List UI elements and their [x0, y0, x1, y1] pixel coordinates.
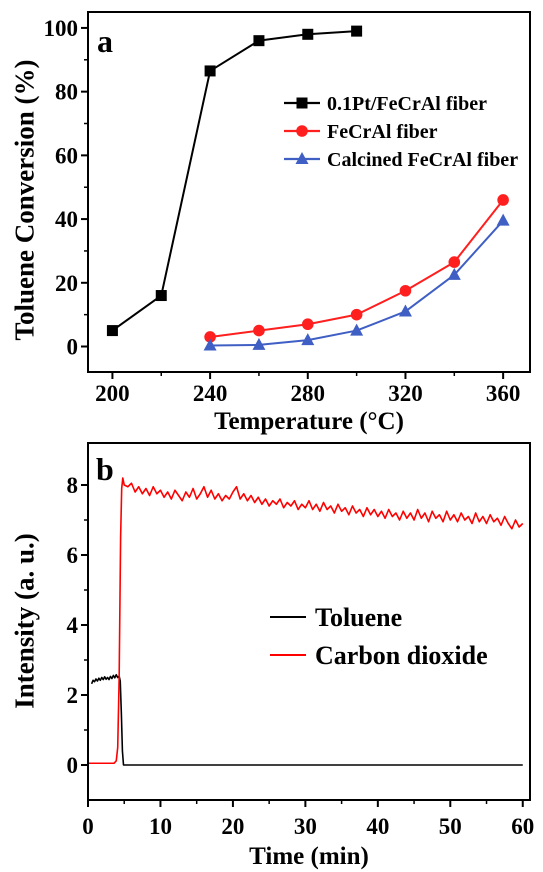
data-point-0-1pt-fecral-fiber [106, 325, 118, 337]
plot-frame [87, 442, 531, 801]
data-point-fecral-fiber [399, 284, 412, 297]
data-point-0-1pt-fecral-fiber [302, 28, 314, 40]
data-point-calcined-fecral-fiber [203, 338, 217, 351]
y-tick-label: 6 [67, 543, 79, 568]
y-tick-label: 4 [67, 613, 79, 638]
data-point-fecral-fiber [448, 256, 461, 268]
legend-label: Calcined FeCrAl fiber [327, 149, 518, 171]
data-point-0-1pt-fecral-fiber [204, 65, 216, 77]
legend-entry-toluene: Toluene [270, 603, 402, 632]
y-tick-label: 20 [55, 271, 78, 296]
legend: 0.1Pt/FeCrAl fiber FeCrAl fiber Calcined F… [284, 93, 518, 171]
data-point-calcined-fecral-fiber [398, 304, 412, 317]
panel-label: b [96, 451, 114, 487]
x-tick-label: 50 [439, 814, 462, 839]
y-tick-label: 0 [67, 753, 79, 778]
legend-marker [296, 97, 308, 109]
series-line-carbon-dioxide [88, 477, 524, 765]
x-tick-label: 280 [291, 381, 326, 406]
data-point-0-1pt-fecral-fiber [351, 25, 363, 37]
data-point-calcined-fecral-fiber [301, 333, 315, 346]
y-tick-label: 40 [55, 207, 78, 232]
legend-label: FeCrAl fiber [327, 121, 438, 143]
y-tick-label: 0 [67, 335, 79, 360]
legend: Toluene Carbon dioxide [270, 603, 488, 670]
data-point-fecral-fiber [253, 324, 265, 337]
x-tick-label: 240 [193, 381, 228, 406]
legend-marker [295, 152, 309, 164]
legend-entry-calcined-fecral-fiber: Calcined FeCrAl fiber [284, 149, 518, 171]
legend-label: Toluene [315, 603, 402, 632]
series-line-toluene [90, 673, 523, 766]
data-point-fecral-fiber [497, 194, 509, 206]
x-axis-label: Temperature (°C) [214, 408, 404, 435]
y-tick-label: 100 [44, 16, 79, 41]
data-point-0-1pt-fecral-fiber [155, 290, 167, 302]
legend-label: Carbon dioxide [315, 641, 488, 670]
x-axis-label: Time (min) [249, 843, 369, 870]
x-tick-label: 320 [388, 381, 423, 406]
series-line-0-1pt-fecral-fiber [111, 30, 357, 332]
y-axis-label: Intensity (a. u.) [9, 533, 39, 709]
data-point-0-1pt-fecral-fiber [253, 35, 265, 47]
panel-label: a [97, 23, 113, 59]
data-point-fecral-fiber [204, 331, 216, 343]
y-axis-label: Toluene Conversion (%) [9, 59, 39, 340]
plot-frame [87, 11, 531, 373]
y-tick-label: 60 [55, 143, 78, 168]
x-tick-label: 20 [221, 814, 244, 839]
x-tick-label: 40 [366, 814, 389, 839]
x-tick-label: 10 [149, 814, 172, 839]
data-point-calcined-fecral-fiber [252, 337, 266, 350]
data-point-fecral-fiber [301, 318, 314, 331]
data-point-calcined-fecral-fiber [447, 267, 461, 280]
x-tick-label: 360 [486, 381, 521, 406]
x-tick-label: 0 [82, 814, 94, 839]
x-tick-label: 30 [294, 814, 317, 839]
x-tick-label: 60 [511, 814, 534, 839]
legend-entry-carbon-dioxide: Carbon dioxide [270, 641, 488, 670]
y-tick-label: 2 [67, 683, 79, 708]
legend-label: 0.1Pt/FeCrAl fiber [327, 93, 487, 115]
data-point-fecral-fiber [350, 308, 363, 321]
legend-entry-fecral-fiber: FeCrAl fiber [284, 121, 438, 143]
chart-panel-a: 200 240 280 320 360 0 20 40 60 80 100 0.1Pt/FeCrAl … [9, 11, 531, 435]
data-point-calcined-fecral-fiber [496, 213, 510, 226]
legend-marker [296, 125, 308, 137]
y-tick-label: 80 [55, 80, 78, 105]
data-point-calcined-fecral-fiber [350, 323, 364, 336]
legend-entry-0-1pt-fecral-fiber: 0.1Pt/FeCrAl fiber [284, 93, 487, 115]
x-tick-label: 200 [95, 381, 130, 406]
y-tick-label: 8 [67, 473, 79, 498]
